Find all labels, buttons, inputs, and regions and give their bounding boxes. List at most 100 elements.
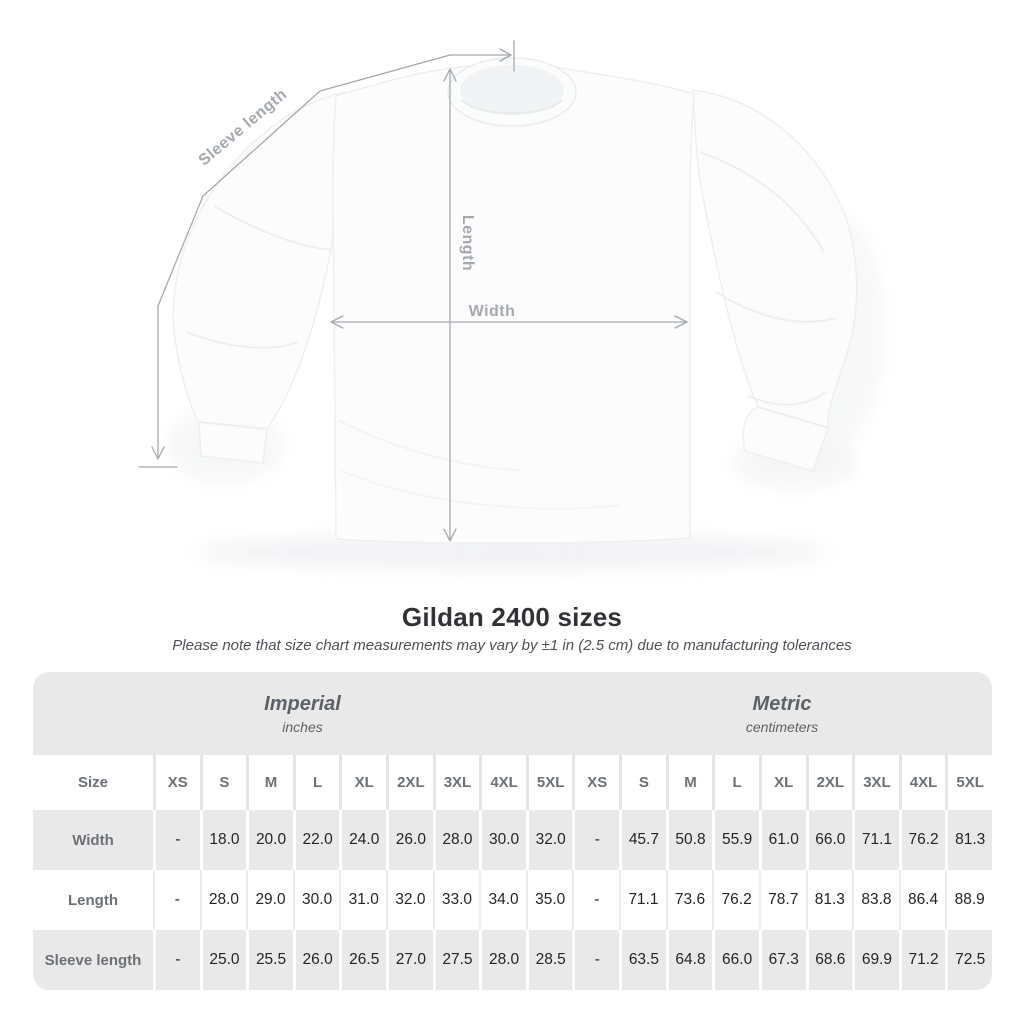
value-cell: 64.8 <box>665 930 713 990</box>
value-cell: 35.0 <box>525 870 573 930</box>
size-header-l: L <box>292 755 340 810</box>
size-header-row: Size XS S M L XL 2XL 3XL 4XL 5XL XS S M L XL 2XL 3XL 4XL 5… <box>33 755 992 810</box>
value-cell: 71.1 <box>619 870 666 930</box>
unit-group-unit: inches <box>282 718 323 735</box>
value-cell: 26.0 <box>386 810 433 870</box>
row-label: Sleeve length <box>44 951 142 969</box>
measurement-annotations <box>138 40 688 542</box>
value-cell: 78.7 <box>758 870 806 930</box>
value-cell: 86.4 <box>898 870 946 930</box>
value-cell: 83.8 <box>852 870 899 930</box>
size-header-s: S <box>199 755 247 810</box>
row-width: Width -18.0 20.0 22.0 24.0 26.0 28.0 30.0 32.0-4… <box>33 810 992 870</box>
value-cell: 32.0 <box>386 870 433 930</box>
value-cell: - <box>153 810 200 870</box>
value-cell: 27.0 <box>386 930 433 990</box>
size-header-xs: XS <box>153 755 200 810</box>
size-header-4xl: 4XL <box>479 755 526 810</box>
value-cell: 72.5 <box>945 930 992 990</box>
unit-group-unit: centimeters <box>745 718 819 735</box>
unit-group-label: Metric <box>752 692 812 715</box>
size-header-2xl: 2XL <box>805 755 853 810</box>
size-header-m: M <box>246 755 293 810</box>
value-cell: 31.0 <box>339 870 386 930</box>
shirt-left-sleeve <box>172 91 346 464</box>
size-column-header: Size <box>77 774 108 791</box>
length-label: Length <box>459 215 476 271</box>
value-cell: 50.8 <box>665 810 713 870</box>
value-cell: - <box>153 930 200 990</box>
length-arrow-up <box>443 68 457 82</box>
value-cell: 34.0 <box>479 870 526 930</box>
value-cell: 45.7 <box>619 810 666 870</box>
shirt-body-group <box>172 64 858 545</box>
value-cell: 29.0 <box>246 870 293 930</box>
sleeve-length-arrow-down <box>151 446 165 460</box>
value-cell: 81.3 <box>945 810 992 870</box>
size-header-xs: XS <box>572 755 619 810</box>
sleeve-length-arrow-right <box>499 48 512 62</box>
value-cell: 26.5 <box>339 930 386 990</box>
value-cell: 67.3 <box>758 930 806 990</box>
width-arrow-left <box>330 315 344 329</box>
unit-group-metric: Metric centimeters <box>572 672 992 755</box>
width-arrow-right <box>674 315 688 329</box>
size-header-5xl: 5XL <box>945 755 992 810</box>
value-cell: 63.5 <box>619 930 666 990</box>
shirt-torso <box>332 64 695 545</box>
value-cell: 22.0 <box>292 810 340 870</box>
unit-group-imperial: Imperial inches <box>33 672 572 755</box>
size-chart-table: Imperial inches Metric centimeters Size XS S M L… <box>33 672 992 990</box>
value-cell: 30.0 <box>479 810 526 870</box>
size-header-4xl: 4XL <box>898 755 946 810</box>
value-cell: 24.0 <box>339 810 386 870</box>
width-label: Width <box>469 303 516 320</box>
value-cell: 76.2 <box>712 870 759 930</box>
row-sleeve-length: Sleeve length -25.0 25.5 26.0 26.5 27.0 27.5 28… <box>33 930 992 990</box>
size-header-5xl: 5XL <box>525 755 573 810</box>
page-title: Gildan 2400 sizes <box>401 602 623 632</box>
value-cell: - <box>572 810 619 870</box>
value-cell: - <box>153 870 200 930</box>
value-cell: 69.9 <box>852 930 899 990</box>
size-header-xl: XL <box>339 755 386 810</box>
value-cell: 28.5 <box>525 930 573 990</box>
value-cell: 76.2 <box>898 810 946 870</box>
value-cell: 27.5 <box>432 930 480 990</box>
value-cell: - <box>572 870 619 930</box>
value-cell: 28.0 <box>199 870 247 930</box>
unit-group-label: Imperial <box>264 692 341 715</box>
value-cell: 73.6 <box>665 870 713 930</box>
value-cell: 66.0 <box>712 930 759 990</box>
value-cell: 30.0 <box>292 870 340 930</box>
value-cell: 20.0 <box>246 810 293 870</box>
value-cell: 28.0 <box>432 810 480 870</box>
shirt-folds <box>185 151 837 510</box>
value-cell: 71.2 <box>898 930 946 990</box>
value-cell: 28.0 <box>479 930 526 990</box>
value-cell: 71.1 <box>852 810 899 870</box>
sleeve-length-line <box>157 54 512 459</box>
row-label: Width <box>72 831 114 849</box>
value-cell: 55.9 <box>712 810 759 870</box>
size-header-l: L <box>712 755 759 810</box>
value-cell: 61.0 <box>758 810 806 870</box>
value-cell: - <box>572 930 619 990</box>
size-header-3xl: 3XL <box>852 755 899 810</box>
length-arrow-down <box>443 528 457 542</box>
row-label: Length <box>68 891 118 909</box>
value-cell: 25.0 <box>199 930 247 990</box>
size-header-3xl: 3XL <box>432 755 480 810</box>
size-header-m: M <box>665 755 713 810</box>
value-cell: 25.5 <box>246 930 293 990</box>
value-cell: 33.0 <box>432 870 480 930</box>
units-header-row: Imperial inches Metric centimeters <box>33 672 992 755</box>
value-cell: 32.0 <box>525 810 573 870</box>
shirt-illustration: Sleeve length Length Width <box>138 40 884 568</box>
value-cell: 81.3 <box>805 870 853 930</box>
value-cell: 88.9 <box>945 870 992 930</box>
value-cell: 26.0 <box>292 930 340 990</box>
value-cell: 68.6 <box>805 930 853 990</box>
value-cell: 66.0 <box>805 810 853 870</box>
tolerance-note: Please note that size chart measurements… <box>172 637 852 654</box>
